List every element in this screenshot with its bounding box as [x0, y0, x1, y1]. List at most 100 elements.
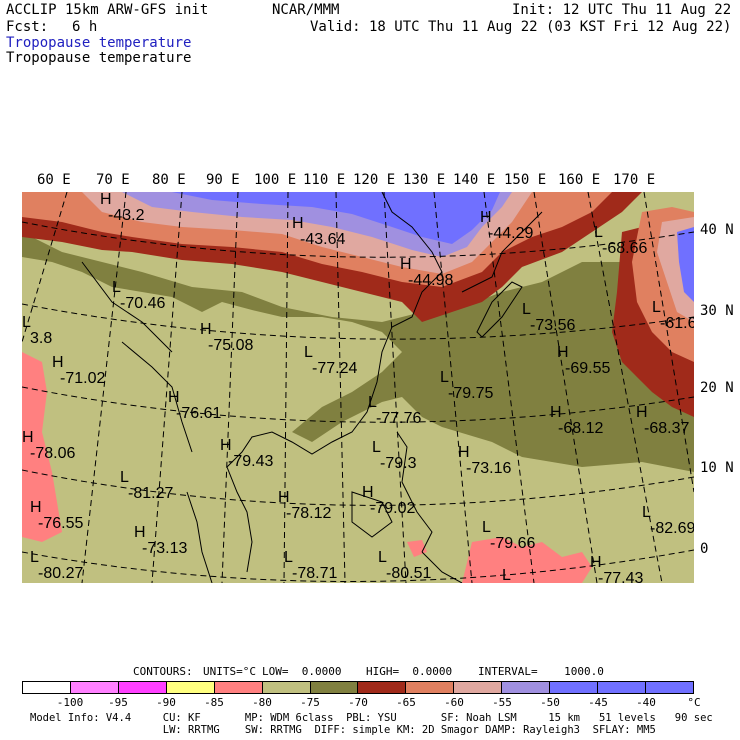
- low-label: LOW= 0.0000: [262, 665, 342, 678]
- legend-color-cell: [70, 682, 119, 693]
- high-center-mark: H: [52, 354, 64, 371]
- high-center-mark: H: [134, 524, 146, 541]
- high-center-mark: H: [590, 554, 602, 571]
- center-value-label: -78.12: [286, 505, 331, 522]
- legend-color-cell: [262, 682, 311, 693]
- high-center-mark: H: [30, 499, 42, 516]
- high-center-mark: H: [22, 429, 34, 446]
- graticule: [22, 192, 694, 583]
- center-value-label: -80.51: [386, 565, 431, 582]
- center-value-label: -78.71: [292, 565, 337, 582]
- low-center-mark: L: [482, 519, 491, 536]
- high-center-mark: H: [458, 444, 470, 461]
- init-time: Init: 12 UTC Thu 11 Aug 22: [512, 2, 732, 18]
- center-value-label: -44.29: [488, 225, 533, 242]
- pressure-centers: H-43.2 H-43.64H-44.29 L-68.66H-44.98L-70.4…: [22, 192, 694, 583]
- low-center-mark: L: [368, 394, 377, 411]
- center-value-label: -78.06: [30, 445, 75, 462]
- center-value-label: -79.43: [228, 453, 273, 470]
- high-center-mark: H: [362, 484, 374, 501]
- lon-label: 160 E: [558, 172, 601, 188]
- high-center-mark: H: [100, 192, 112, 208]
- legend-tick-label: -60: [444, 696, 464, 709]
- salmon-patch: [462, 537, 592, 583]
- field-title-contour: Tropopause temperature: [6, 50, 192, 66]
- center-value-label: -82.69: [650, 520, 694, 537]
- lon-label: 140 E: [453, 172, 496, 188]
- center-value-label: -77.24: [312, 360, 357, 377]
- high-center-mark: H: [400, 256, 412, 273]
- salmon-patch: [22, 352, 62, 542]
- center-value-label: -76.55: [38, 515, 83, 532]
- lon-label: 110 E: [303, 172, 346, 188]
- low-center-mark: L: [378, 549, 387, 566]
- legend-color-cell: [550, 682, 599, 693]
- lat-label: 30 N: [700, 303, 734, 319]
- low-center-mark: L: [502, 567, 511, 583]
- center-value-label: -77.76: [376, 410, 421, 427]
- forecast-label: Fcst:: [6, 19, 49, 35]
- legend-color-cell: [310, 682, 359, 693]
- center-value-label: -73.13: [142, 540, 187, 557]
- center-value-label: -43.64: [300, 231, 345, 248]
- model-info-line2: LW: RRTMG SW: RRTMG DIFF: simple KM: 2D …: [30, 724, 656, 736]
- center-value-label: -61.6: [660, 315, 694, 332]
- valid-time: Valid: 18 UTC Thu 11 Aug 22 (03 KST Fri …: [310, 19, 732, 35]
- legend-color-cell: [598, 682, 646, 693]
- low-center-mark: L: [652, 299, 661, 316]
- dark-olive-region: [22, 232, 694, 472]
- model-info-line1: Model Info: V4.4 CU: KF MP: WDM 6class P…: [30, 712, 713, 724]
- legend-tick-label: -95: [108, 696, 128, 709]
- legend-tick-label: -100: [56, 696, 84, 709]
- legend-color-cell: [406, 682, 455, 693]
- center-value-label: -70.46: [120, 295, 165, 312]
- legend-color-cell: [454, 682, 503, 693]
- lat-label: 0: [700, 541, 709, 557]
- high-center-mark: H: [636, 404, 648, 421]
- lon-label: 170 E: [613, 172, 656, 188]
- center-value-label: -68.12: [558, 420, 603, 437]
- legend-tick-label: -80: [252, 696, 272, 709]
- contours-label: CONTOURS:: [133, 665, 193, 678]
- interval-label: INTERVAL= 1000.0: [478, 665, 604, 678]
- legend-color-cell: [502, 682, 551, 693]
- legend-color-cell: [118, 682, 167, 693]
- lon-label: 90 E: [206, 172, 240, 188]
- lon-label: 100 E: [254, 172, 297, 188]
- lon-label: 150 E: [504, 172, 547, 188]
- center-value-label: -79.02: [370, 500, 415, 517]
- legend-color-cell: [214, 682, 263, 693]
- legend-tick-label: -45: [588, 696, 608, 709]
- lon-label: 80 E: [152, 172, 186, 188]
- legend-color-cell: [166, 682, 215, 693]
- coastlines: [81, 192, 543, 583]
- center-value-label: -79.3: [380, 455, 417, 472]
- blue-region: [172, 192, 500, 244]
- center-value-label: -80.27: [38, 565, 83, 582]
- center-value-label: -75.08: [208, 337, 253, 354]
- center-value-label: -43.2: [108, 207, 145, 224]
- center-value-label: -71.02: [60, 370, 105, 387]
- legend-color-cell: [645, 682, 693, 693]
- high-label: HIGH= 0.0000: [366, 665, 453, 678]
- tropopause-temperature-map: H-43.2 H-43.64H-44.29 L-68.66H-44.98L-70.4…: [22, 192, 694, 583]
- center-value-label: -44.98: [408, 272, 453, 289]
- blue-region: [677, 227, 694, 302]
- legend-tick-label: -70: [348, 696, 368, 709]
- legend-tick-label: -40: [636, 696, 656, 709]
- lat-label: 10 N: [700, 460, 734, 476]
- low-center-mark: L: [22, 314, 31, 331]
- center-value-label: 3.8: [30, 330, 52, 347]
- field-title-shaded: Tropopause temperature: [6, 35, 192, 51]
- legend-tick-label: °C: [687, 696, 701, 709]
- high-center-mark: H: [168, 389, 180, 406]
- legend-tick-label: -55: [492, 696, 512, 709]
- low-center-mark: L: [594, 224, 603, 241]
- high-center-mark: H: [550, 404, 562, 421]
- lon-label: 70 E: [96, 172, 130, 188]
- legend-tick-label: -85: [204, 696, 224, 709]
- forecast-hour: 6 h: [72, 19, 98, 35]
- high-center-mark: H: [278, 489, 290, 506]
- lon-label: 60 E: [37, 172, 71, 188]
- center-value-label: -68.66: [602, 240, 647, 257]
